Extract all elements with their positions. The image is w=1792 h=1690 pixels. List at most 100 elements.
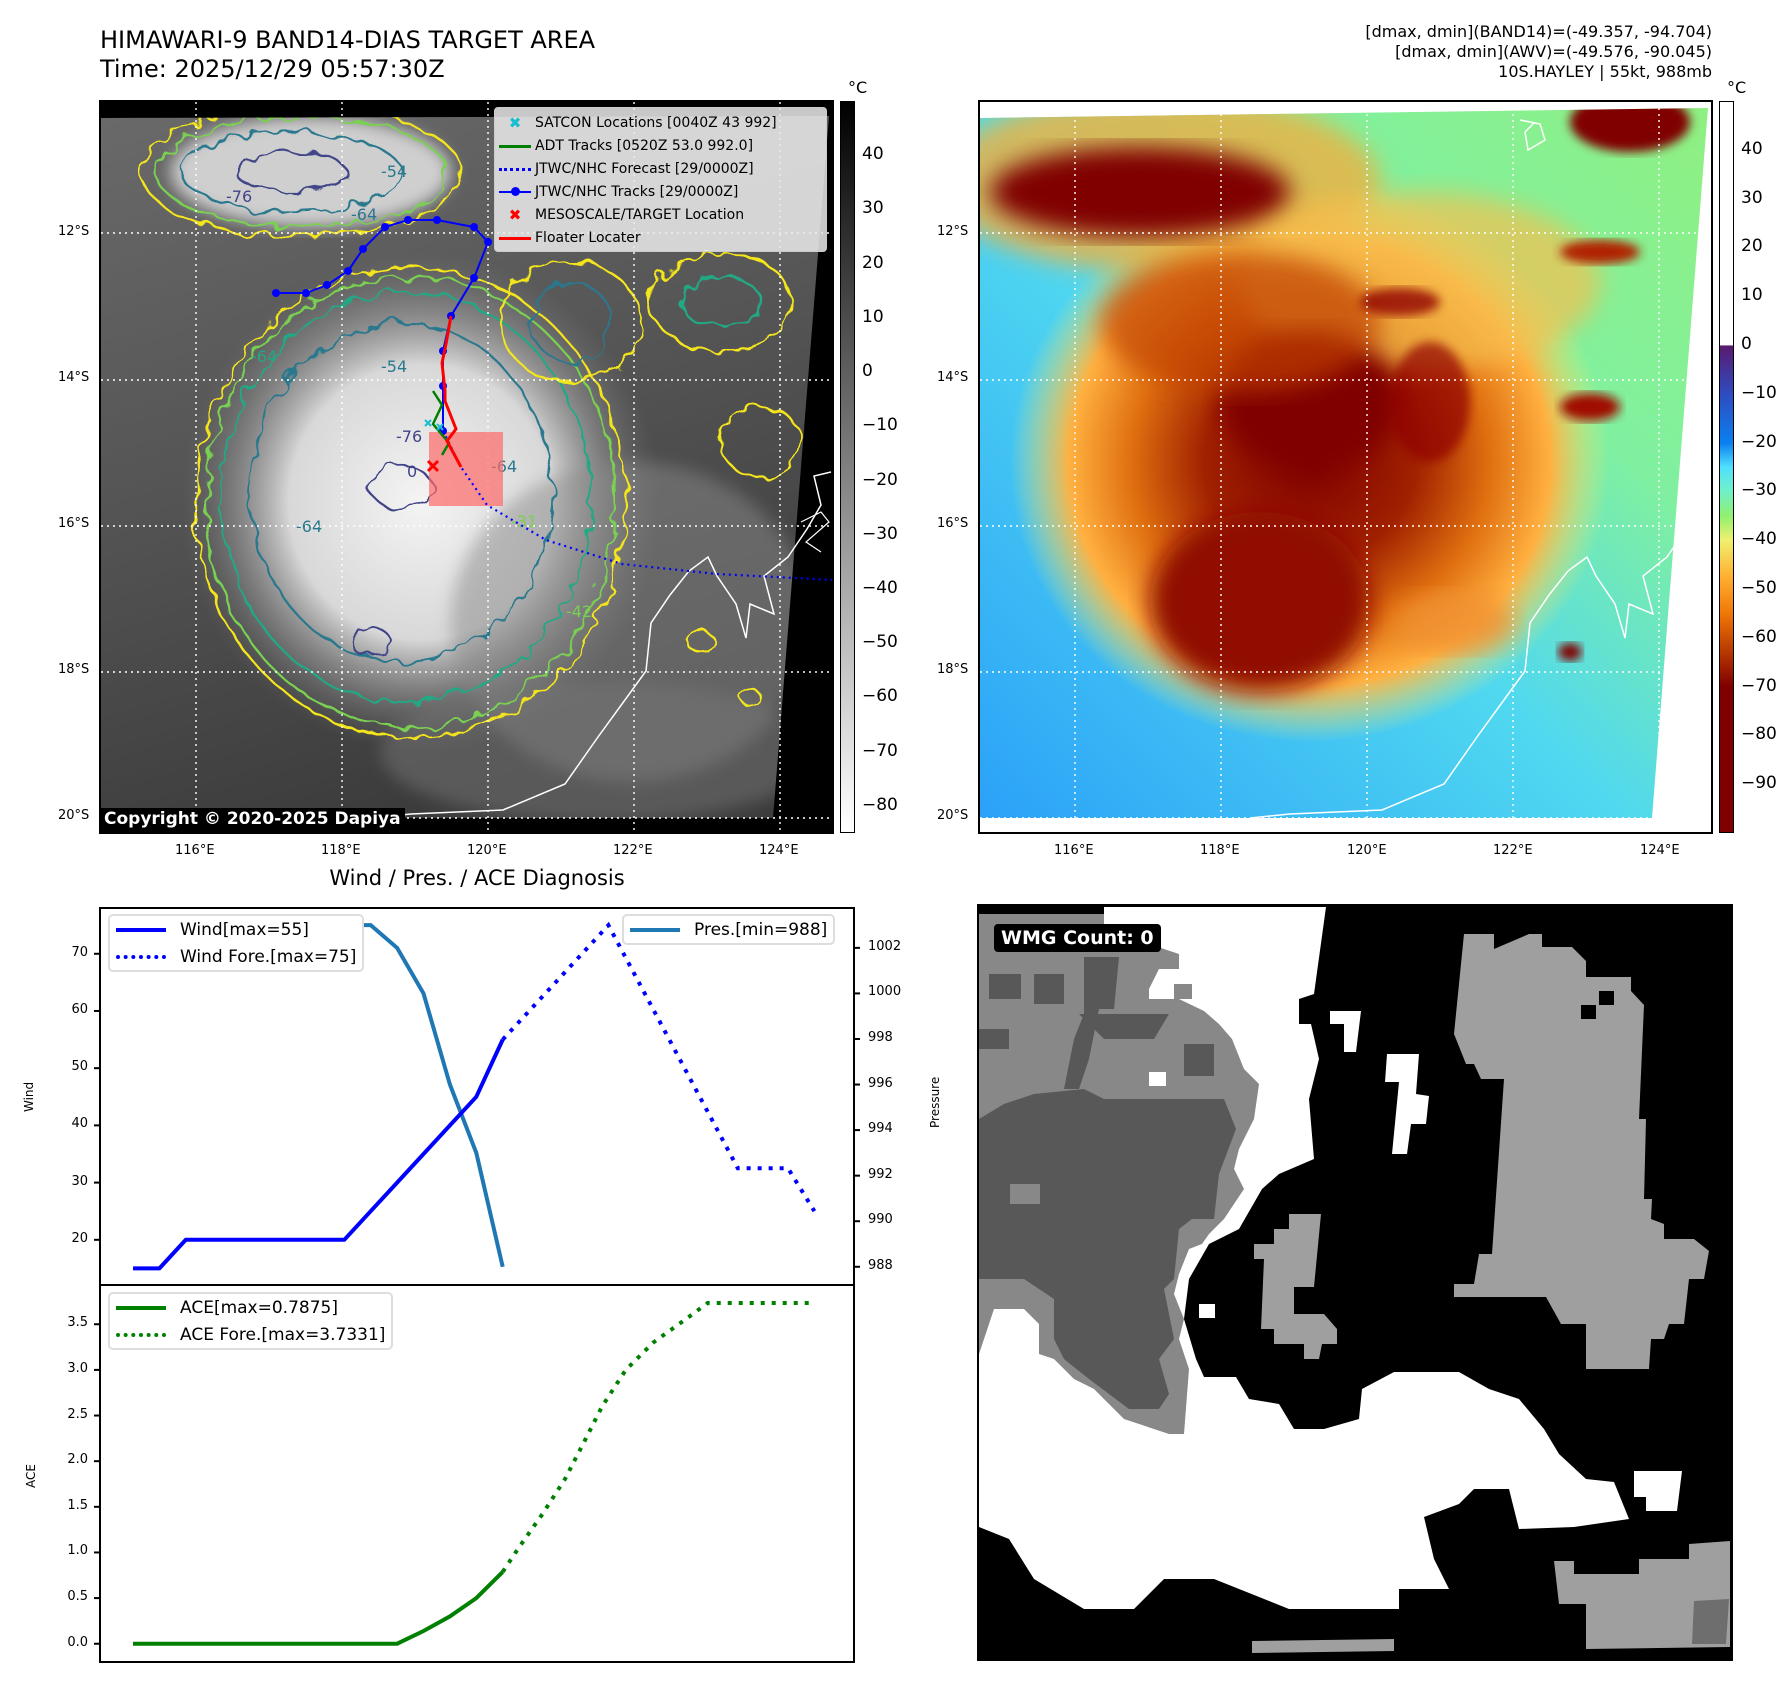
ace-forecast-line [501, 1301, 812, 1574]
solid-line-icon [116, 1305, 166, 1310]
chart-title: Wind / Pres. / ACE Diagnosis [329, 866, 625, 890]
legend-ace: ACE[max=0.7875] [110, 1294, 391, 1321]
lon-label: 124°E [1640, 843, 1680, 858]
x-marker-icon: ✖ [508, 206, 522, 224]
ace-tick-label: 3.0 [67, 1360, 88, 1376]
awv-map-panel [978, 100, 1713, 834]
wmg-dark-gray-corner [1692, 1599, 1729, 1644]
colorbar-tick-label: −60 [862, 686, 898, 707]
gridlines [980, 102, 1711, 832]
colorbar-tick-label: −40 [862, 578, 898, 598]
wind-tick-label: 20 [71, 1230, 88, 1246]
colorbar-tick-label: −90 [1741, 773, 1777, 794]
colorbar-tick-label: 30 [1741, 187, 1763, 208]
contour-label: -54 [381, 357, 407, 376]
legend-wind: Wind[max=55] [110, 916, 362, 943]
colorbar-tick-label: −10 [1741, 382, 1777, 403]
wmg-count-badge: WMG Count: 0 [994, 924, 1161, 952]
target-location-marker [426, 459, 440, 473]
contour-label: -64 [351, 205, 377, 224]
lat-label: 18°S [58, 662, 90, 677]
line-icon [495, 236, 535, 240]
lon-label: 116°E [1054, 843, 1094, 858]
lon-label: 122°E [613, 843, 653, 858]
colorbar-tick-label: −80 [1741, 724, 1777, 745]
pressure-tick-label: 998 [868, 1029, 893, 1045]
legend-adt: ADT Tracks [0520Z 53.0 992.0] [495, 136, 753, 156]
legend-floater: Floater Locater [495, 228, 641, 248]
colorbar-left-unit: °C [848, 78, 868, 97]
pressure-tick-label: 988 [868, 1257, 893, 1273]
colorbar-tick-label: 10 [1741, 285, 1763, 306]
legend-label: Pres.[min=988] [694, 919, 828, 940]
dotted-line-icon [116, 954, 166, 959]
colorbar-tick-label: −50 [1741, 578, 1777, 598]
lon-label: 122°E [1493, 843, 1533, 858]
wind-tick-label: 30 [71, 1173, 88, 1189]
colorbar-tick-label: −60 [1741, 626, 1777, 647]
contour-label: -64 [296, 517, 322, 536]
contour-label: -76 [396, 427, 422, 446]
x-marker-icon: ✖ [508, 114, 522, 132]
legend-label: Floater Locater [535, 230, 641, 246]
colorbar-right [1719, 101, 1734, 833]
legend-mesoscale: ✖ MESOSCALE/TARGET Location [495, 205, 744, 225]
colorbar-tick-label: 0 [862, 361, 873, 382]
stats-band14: [dmax, dmin](BAND14)=(-49.357, -94.704) [1365, 22, 1712, 41]
legend-wind-forecast: Wind Fore.[max=75] [110, 943, 362, 970]
legend-label: JTWC/NHC Forecast [29/0000Z] [535, 161, 754, 177]
lat-label: 12°S [58, 224, 90, 239]
colorbar-right-unit: °C [1727, 78, 1747, 97]
colorbar-tick-label: −10 [862, 415, 898, 436]
colorbar-tick-label: 20 [862, 252, 884, 273]
colorbar-tick-label: 10 [862, 306, 884, 327]
coastline [1249, 471, 1711, 819]
jtwc-forecast-track [442, 430, 832, 581]
legend-label: ACE[max=0.7875] [180, 1297, 338, 1318]
stats-storm: 10S.HAYLEY | 55kt, 988mb [1498, 62, 1712, 81]
lat-label: 18°S [937, 662, 969, 677]
wind-tick-label: 50 [71, 1059, 88, 1075]
legend-jtwc-forecast: JTWC/NHC Forecast [29/0000Z] [495, 159, 754, 179]
contour-label: -42 [566, 602, 592, 621]
wind-tick-label: 40 [71, 1116, 88, 1132]
legend-label: JTWC/NHC Tracks [29/0000Z] [535, 184, 739, 200]
temperature-contours [139, 116, 803, 739]
colorbar-tick-label: −70 [1741, 675, 1777, 696]
dotted-line-icon [495, 167, 535, 171]
colorbar-tick-label: −40 [1741, 529, 1777, 550]
colorbar-left [840, 101, 855, 833]
legend-label: ACE Fore.[max=3.7331] [180, 1324, 386, 1345]
pressure-axis-label: Pressure [928, 1076, 942, 1128]
pressure-line [133, 923, 505, 1268]
coastline [370, 471, 832, 819]
satcon-markers [424, 419, 444, 431]
colorbar-tick-label: −70 [862, 740, 898, 761]
colorbar-tick-label: −50 [862, 632, 898, 653]
target-area-box [429, 432, 503, 506]
ace-axis-label: ACE [24, 1464, 38, 1488]
lat-label: 20°S [937, 808, 969, 823]
wind-forecast-line [501, 921, 817, 1213]
ace-line [133, 1570, 505, 1646]
legend-satcon: ✖ SATCON Locations [0040Z 43 992] [495, 113, 777, 133]
legend-ace-forecast: ACE Fore.[max=3.7331] [110, 1321, 391, 1348]
legend-jtwc-tracks: JTWC/NHC Tracks [29/0000Z] [495, 182, 738, 202]
colorbar-tick-label: −80 [862, 794, 898, 815]
contour-label: -76 [226, 187, 252, 206]
pressure-tick-label: 1000 [868, 984, 902, 1000]
lon-label: 118°E [1200, 843, 1240, 858]
ace-axes-frame [99, 1284, 855, 1663]
lon-label: 116°E [175, 843, 215, 858]
ace-tick-label: 1.0 [67, 1543, 88, 1559]
colorbar-tick-label: −20 [862, 469, 898, 490]
wmg-white-spots [1199, 1011, 1682, 1511]
ace-tick-label: 1.5 [67, 1497, 88, 1513]
lon-label: 120°E [1347, 843, 1387, 858]
ace-tick-label: 2.0 [67, 1452, 88, 1468]
colorbar-tick-label: 0 [1741, 334, 1752, 354]
lon-label: 120°E [467, 843, 507, 858]
ace-legend: ACE[max=0.7875] ACE Fore.[max=3.7331] [108, 1292, 394, 1350]
wmg-map [979, 906, 1731, 1659]
